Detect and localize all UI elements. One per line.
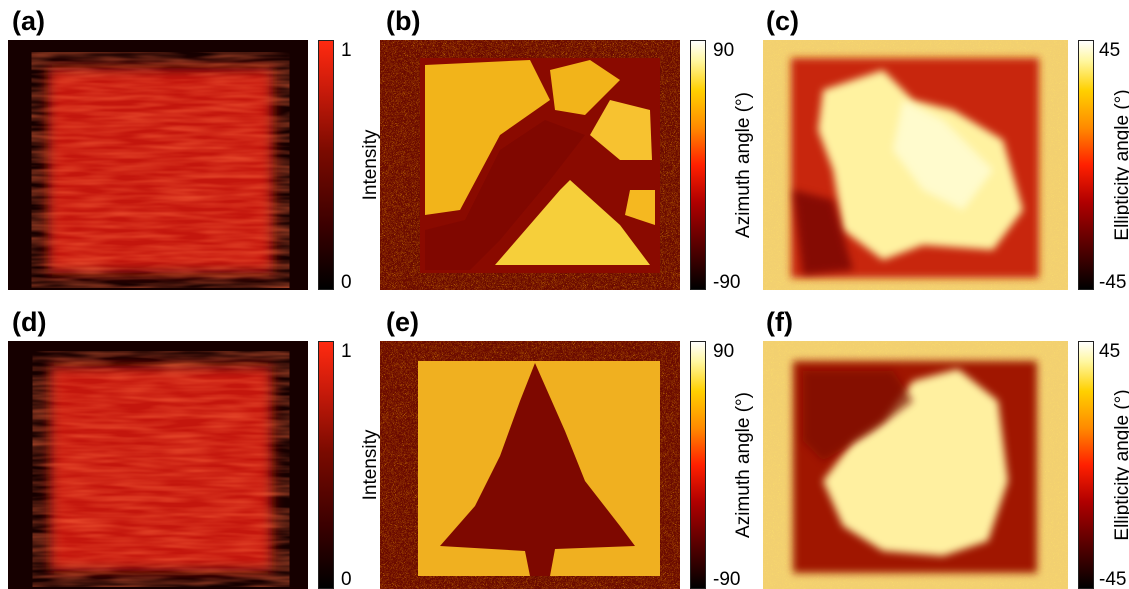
- panel-b-azimuth-image: [380, 40, 680, 290]
- panel-f-colorbar-title: Ellipticity angle (°): [1112, 389, 1129, 541]
- panel-e-colorbar-max: 90: [713, 341, 735, 362]
- panel-d-colorbar: [318, 341, 334, 589]
- panel-b-colorbar-max: 90: [713, 40, 735, 61]
- panel-b-colorbar-min: -90: [713, 272, 741, 293]
- panel-a-colorbar-title: Intensity: [360, 129, 381, 201]
- panel-e-colorbar-title: Azimuth angle (°): [733, 392, 754, 538]
- panel-d-colorbar-max: 1: [341, 341, 352, 362]
- panel-c-ellipticity-image: [763, 40, 1068, 290]
- panel-c-colorbar-title: Ellipticity angle (°): [1112, 89, 1129, 241]
- panel-f-colorbar: [1078, 341, 1094, 589]
- panel-d-label: (d): [12, 307, 47, 337]
- panel-d-colorbar-min: 0: [341, 569, 352, 589]
- panel-c-colorbar: [1078, 40, 1094, 290]
- panel-a-colorbar-max: 1: [341, 40, 352, 61]
- panel-f-colorbar-min: -45: [1099, 569, 1127, 589]
- panel-b-colorbar: [690, 40, 706, 290]
- panel-f-ellipticity-image: [763, 341, 1068, 589]
- panel-c-label: (c): [766, 6, 799, 36]
- panel-a-colorbar-min: 0: [341, 272, 352, 293]
- panel-e-colorbar: [690, 341, 706, 589]
- panel-c-colorbar-max: 45: [1099, 40, 1121, 61]
- panel-c-colorbar-min: -45: [1099, 272, 1127, 293]
- panel-f-colorbar-max: 45: [1099, 341, 1121, 362]
- panel-d-intensity-image: [8, 341, 308, 589]
- panel-a-intensity-image: [8, 40, 308, 290]
- panel-b-label: (b): [386, 6, 421, 36]
- panel-a-label: (a): [12, 6, 45, 36]
- panel-f-label: (f): [766, 307, 793, 337]
- panel-d-colorbar-title: Intensity: [360, 429, 381, 501]
- panel-b-colorbar-title: Azimuth angle (°): [733, 92, 754, 238]
- panel-e-colorbar-min: -90: [713, 569, 741, 589]
- panel-e-azimuth-image: [380, 341, 680, 589]
- panel-e-label: (e): [386, 307, 419, 337]
- panel-a-colorbar: [318, 40, 334, 290]
